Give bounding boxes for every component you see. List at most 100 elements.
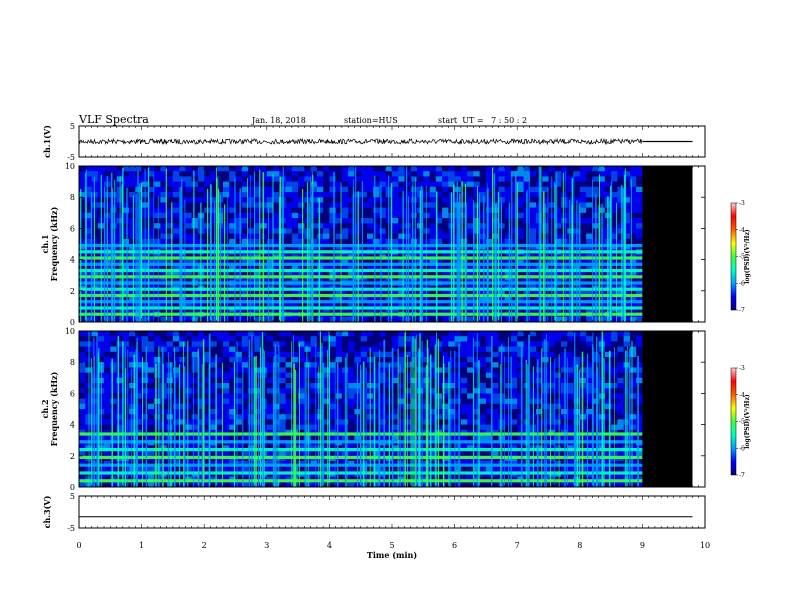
ch2-spectrogram-cell [172,331,180,337]
ch1-spectrogram-cell [429,166,437,172]
ch1-spectrogram-cell [598,259,606,266]
ch1-spectrogram-cell [611,166,618,172]
ch1-spectrogram-cell [567,228,574,234]
ch1-spectrogram-cell [310,270,318,276]
ch2-spectrogram-cell [285,351,293,358]
ch1-spectrogram-cell [392,290,399,297]
ch1-spectrogram-band [79,281,643,285]
ch2-spectrogram-cell [373,481,380,488]
ch1-spectrogram-cell [310,238,318,245]
ch2-spectrogram-cell [229,341,236,347]
ch1-spectrogram-cell [392,228,399,234]
ch1-spectrogram-cell [636,259,643,266]
ch1-spectrogram-cell [373,166,380,172]
ch1-waveform-trace [78,137,643,146]
ch1-spectrogram-cell [129,259,136,266]
ch2-spectrogram-cell [254,388,261,394]
ch1-spectrogram-cell [529,296,537,302]
ch2-spectrogram-cell [210,336,218,342]
ch2-spectrogram-cell [116,419,124,425]
ch1-spectrogram-cell [116,171,124,177]
ch1-spectrogram-cell [298,238,305,245]
ch1-spectrogram-cell [291,202,299,208]
ch2-spectrogram-cell [323,450,330,457]
ch2-spectrogram-cell [298,331,305,337]
ch1-spectrogram-cell [85,176,92,182]
ch2-spectrogram-cell [179,424,186,431]
ch1-spectrogram-cell [435,186,443,193]
ch1-spectrogram-cell [410,270,418,276]
ch1-spectrogram-cell [523,186,531,193]
ch2-spectrogram-cell [410,481,418,488]
ch2-spectrogram-cell [191,398,199,405]
ch2-spectrogram-cell [223,362,230,368]
ch1-spectrogram-cell [85,296,92,302]
ch1-spectrogram-cell [185,290,192,297]
ch2-spectrogram-cell [304,450,311,457]
ch1-spectrogram-cell [254,238,261,245]
ch2-spectrogram-cell [348,409,355,415]
ch1-spectrogram-cell [404,290,412,297]
ch1-spectrogram-cell [435,171,443,177]
ch2-spectrogram-cell [254,336,261,342]
ch1-spectrogram-cell [129,186,136,193]
ch2-spectrogram-cell [279,357,286,363]
ch1-spectrogram-cell [154,296,161,302]
ch2-spectrogram-cell [298,383,305,389]
ch1-spectrogram-cell [586,301,593,307]
ch1-spectrogram-cell [223,270,230,276]
ch2-spectrogram-cell [129,336,136,342]
ch1-spectrogram-cell [392,181,399,188]
ch1-spectrogram-cell [586,264,593,271]
ch2-spectrogram-cell [404,351,412,358]
ch1-spectrogram-cell [160,207,167,214]
ch2-spectrogram-cell [379,351,387,358]
ch1-spectrogram-cell [185,186,192,193]
ch1-spectrogram-cell [341,197,349,203]
ch2-spectrogram-cell [373,403,380,410]
ch1-spectrogram-cell [636,228,643,234]
ch1-spectrogram-cell [235,181,243,188]
ch2-spectrogram-cell [285,435,293,441]
ch2-spectrogram-cell [166,341,174,347]
ch1-spectrogram-cell [235,197,243,203]
ch1-spectrogram-cell [154,197,161,203]
ch1-spectrogram-cell [248,223,255,229]
ch2-spectrogram-cell [329,398,336,405]
ch1-spectrogram-cell [517,218,524,224]
ch2-spectrogram-cell [166,414,174,420]
ch2-spectrogram-cell [197,424,205,431]
ch2-spectrogram-cell [273,367,280,373]
ch1-spectrogram-cell [554,223,562,229]
ch2-spectrogram-cell [104,414,111,420]
ch2-spectrogram-cell [241,336,249,342]
ch2-spectrogram-cell [298,377,305,384]
ch2-spectrogram-cell [122,383,130,389]
ch2-spectrogram-cell [204,383,211,389]
ch2-spectrogram-cell [179,398,186,405]
ch1-spectrogram-cell [379,176,387,182]
ch1-spectrogram-cell [223,207,230,214]
ch2-spectrogram-cell [241,466,249,472]
ch1-spectrogram-cell [122,223,130,229]
ch1-spectrogram-cell [636,181,643,188]
ch1-spectrogram-cell [266,290,274,297]
ch2-spectrogram-cell [110,403,117,410]
ch1-spectrogram-cell [235,223,243,229]
ch1-spectrogram-cell [279,166,286,172]
ch2-spectrogram-cell [210,341,218,347]
ch2-spectrogram-cell [310,398,318,405]
ch1-spectrogram-cell [147,186,155,193]
ch1-spectrogram-cell [623,171,631,177]
ch1-spectrogram-cell [216,223,224,229]
ch1-spectrogram-cell [129,238,136,245]
ch1-spectrogram-cell [586,186,593,193]
ch2-spectrogram-cell [229,367,236,373]
ch1-spectrogram-cell [160,228,167,234]
ch2-spectrogram-cell [410,409,418,415]
ch2-spectrogram-cell [291,362,299,368]
ch2-spectrogram-cell [204,414,211,420]
ch2-spectrogram-cell [373,377,380,384]
ch1-spectrogram-cell [241,192,249,198]
